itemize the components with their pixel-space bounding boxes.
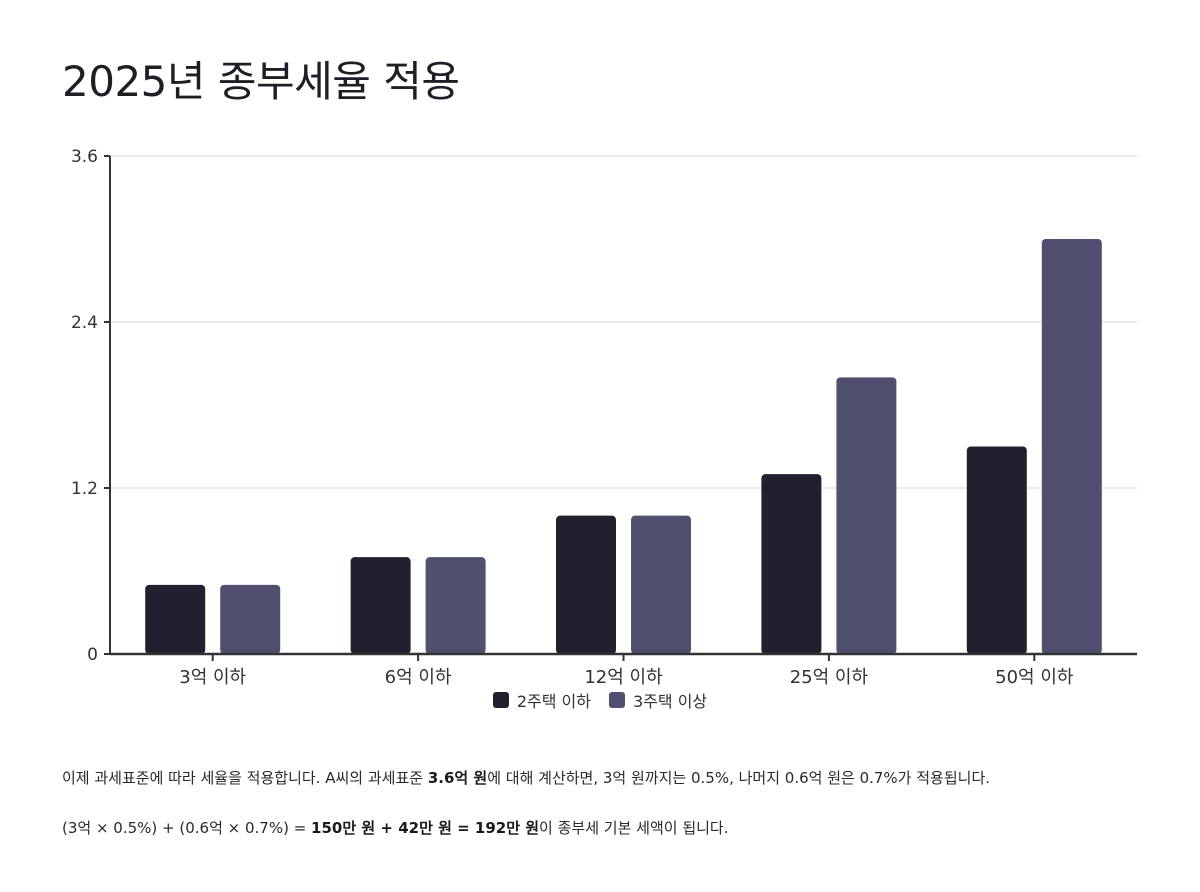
legend-swatch-series-2 — [609, 692, 625, 708]
explanation-paragraph-2: (3억 × 0.5%) + (0.6억 × 0.7%) = 150만 원 + 4… — [62, 817, 729, 838]
legend-item-series-1: 2주택 이하 — [492, 688, 591, 712]
page-title: 2025년 종부세율 적용 — [62, 57, 460, 106]
legend-swatch-series-1 — [492, 692, 509, 708]
bar-2 — [425, 557, 486, 654]
paragraph-2-text: (3억 × 0.5%) + (0.6억 × 0.7%) = — [62, 819, 312, 837]
x-tick-label: 12억 이하 — [584, 667, 663, 688]
bar-1 — [556, 515, 616, 654]
legend-item-series-2: 3주택 이상 — [609, 688, 707, 712]
bar-1 — [145, 584, 206, 654]
explanation-paragraph-1: 이제 과세표준에 따라 세율을 적용합니다. A씨의 과세표준 3.6억 원에 … — [62, 767, 990, 788]
y-tick-label: 1.2 — [71, 479, 98, 499]
bar-2 — [1041, 239, 1102, 654]
y-tick-label: 2.4 — [71, 313, 98, 333]
bar-2 — [836, 377, 897, 654]
paragraph-2-bold: 150만 원 + 42만 원 = 192만 원 — [311, 819, 540, 837]
paragraph-1-bold: 3.6억 원 — [427, 769, 488, 787]
bar-1 — [761, 474, 822, 654]
x-tick-label: 6억 이하 — [385, 667, 452, 688]
bar-1 — [350, 557, 411, 654]
paragraph-2-text-end: 이 종부세 기본 세액이 됩니다. — [539, 819, 729, 837]
x-tick-label: 50억 이하 — [995, 667, 1074, 688]
x-tick-label: 3억 이하 — [179, 667, 246, 688]
legend-label-series-1: 2주택 이하 — [516, 692, 591, 711]
paragraph-1-text-end: 에 대해 계산하면, 3억 원까지는 0.5%, 나머지 0.6억 원은 0.7… — [487, 769, 991, 787]
bar-2 — [220, 584, 281, 654]
chart-legend: 2주택 이하 3주택 이상 — [0, 688, 1200, 712]
y-tick-label: 0 — [87, 645, 98, 665]
legend-label-series-2: 3주택 이상 — [633, 692, 708, 711]
y-tick-label: 3.6 — [71, 147, 98, 167]
paragraph-1-text: 이제 과세표준에 따라 세율을 적용합니다. A씨의 과세표준 — [62, 769, 428, 787]
bar-2 — [631, 515, 691, 654]
x-tick-label: 25억 이하 — [790, 667, 869, 688]
bar-1 — [966, 446, 1027, 654]
bar-chart: 0 1.2 2.4 3.6 3억 이하 6억 이하 12억 이하 25억 이하 50억 이하 — [71, 147, 1137, 688]
